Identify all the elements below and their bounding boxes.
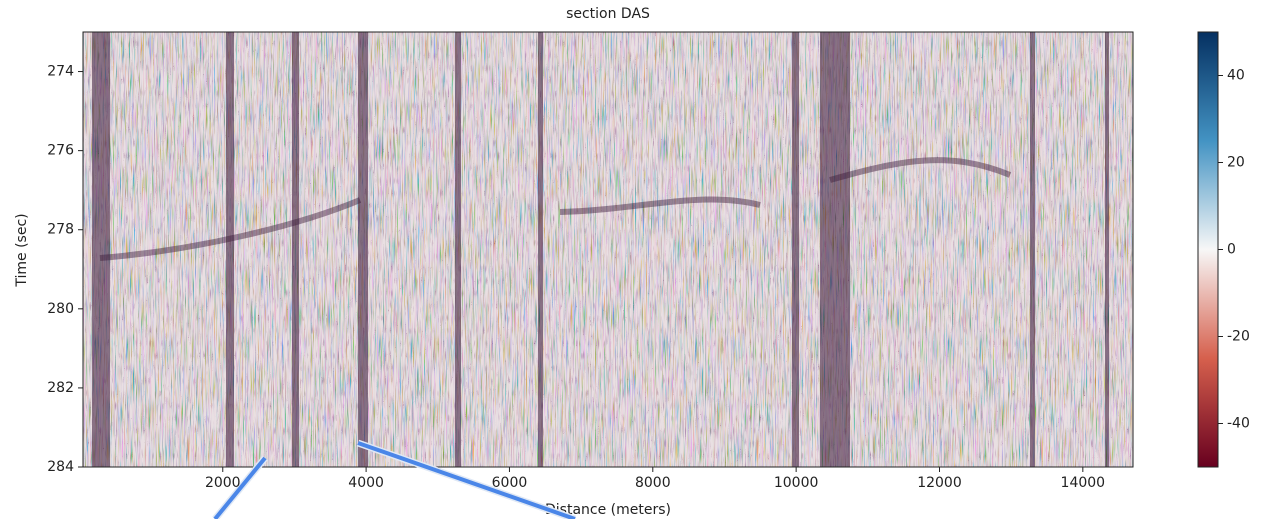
x-tick-label: 14000 — [1061, 475, 1106, 491]
x-tick-label: 4000 — [348, 475, 384, 491]
y-axis-label: Time (sec) — [14, 213, 30, 287]
chart-title: section DAS — [566, 6, 650, 22]
colorbar-tick-label: -40 — [1227, 416, 1250, 432]
colorbar-tick-label: -20 — [1227, 329, 1250, 345]
x-tick-label: 8000 — [635, 475, 671, 491]
colorbar-tick-label: 20 — [1227, 155, 1245, 171]
y-tick-label: 274 — [47, 64, 74, 80]
colorbar-tick-label: 0 — [1227, 242, 1236, 258]
x-tick-label: 10000 — [774, 475, 819, 491]
heatmap-field — [83, 32, 1133, 467]
annotation-arrows — [212, 439, 577, 519]
y-tick-label: 278 — [47, 222, 74, 238]
x-tick-label: 12000 — [917, 475, 962, 491]
y-tick-label: 282 — [47, 380, 74, 396]
plot-frame — [82, 31, 1134, 468]
y-tick-label: 276 — [47, 143, 74, 159]
colorbar — [1197, 31, 1219, 468]
colorbar-tick-label: 40 — [1227, 68, 1245, 84]
y-tick-label: 280 — [47, 301, 74, 317]
x-tick-label: 2000 — [205, 475, 241, 491]
x-tick-label: 6000 — [492, 475, 528, 491]
y-tick-label: 284 — [47, 459, 74, 475]
x-axis-label: Distance (meters) — [545, 502, 671, 518]
